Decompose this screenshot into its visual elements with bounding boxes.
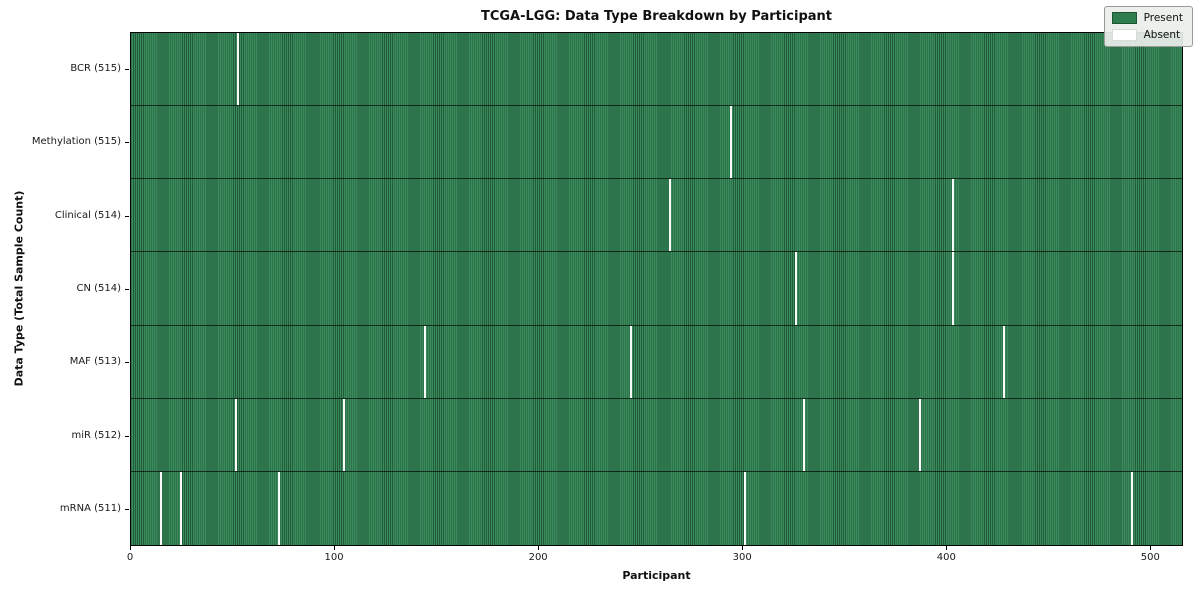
legend-present-label: Present <box>1143 12 1183 24</box>
legend-entry-absent: Absent <box>1111 29 1183 41</box>
heatmap-row-CN <box>131 252 1182 326</box>
absent-gap <box>919 398 922 471</box>
absent-gap <box>744 471 747 545</box>
heatmap-row-Methylation <box>131 106 1182 180</box>
heatmap-row-Clinical <box>131 179 1182 253</box>
absent-gap <box>951 252 954 325</box>
x-axis-label: Participant <box>622 569 691 582</box>
heatmap-row-mRNA <box>131 471 1182 545</box>
legend: Present Absent <box>1103 6 1193 47</box>
absent-gap <box>1131 471 1134 545</box>
absent-gap <box>795 252 798 325</box>
y-tick-mark <box>125 142 129 144</box>
absent-swatch-icon <box>1111 29 1137 41</box>
x-tick-label: 100 <box>324 552 344 563</box>
heatmap-row-MAF <box>131 325 1182 399</box>
y-tick-mark <box>125 68 129 70</box>
x-tick-mark <box>538 546 540 550</box>
absent-gap <box>277 471 280 545</box>
plot-area <box>130 32 1183 546</box>
x-tick-mark <box>742 546 744 550</box>
absent-gap <box>668 179 671 252</box>
x-tick-mark <box>1150 546 1152 550</box>
y-tick-label: Methylation (515) <box>31 136 121 148</box>
y-tick-label: mRNA (511) <box>59 503 121 515</box>
heatmap-row-miR <box>131 398 1182 472</box>
absent-gap <box>729 106 732 179</box>
absent-gap <box>424 325 427 398</box>
absent-gap <box>1002 325 1005 398</box>
absent-gap <box>630 325 633 398</box>
x-tick-label: 200 <box>528 552 548 563</box>
y-tick-label: Clinical (514) <box>54 209 121 221</box>
y-tick-mark <box>125 362 129 364</box>
y-tick-label: miR (512) <box>71 429 121 441</box>
y-tick-mark <box>125 435 129 437</box>
y-tick-label: CN (514) <box>76 283 121 294</box>
y-tick-mark <box>125 509 129 511</box>
y-tick-label: BCR (515) <box>70 62 121 74</box>
x-tick-mark <box>946 546 948 550</box>
present-swatch-icon <box>1111 12 1137 24</box>
x-tick-label: 500 <box>1140 552 1160 563</box>
y-tick-mark <box>125 215 129 217</box>
chart-title: TCGA-LGG: Data Type Breakdown by Partici… <box>480 9 833 24</box>
x-tick-mark <box>334 546 336 550</box>
legend-absent-label: Absent <box>1143 29 1181 41</box>
absent-gap <box>803 398 806 471</box>
absent-gap <box>179 471 182 545</box>
absent-gap <box>234 398 237 471</box>
legend-entry-present: Present <box>1111 12 1183 24</box>
x-tick-label: 0 <box>126 552 134 563</box>
heatmap-row-BCR <box>131 33 1182 107</box>
x-tick-label: 400 <box>936 552 956 563</box>
absent-gap <box>236 33 239 106</box>
absent-gap <box>951 179 954 252</box>
y-tick-mark <box>125 289 129 290</box>
x-tick-mark <box>130 546 131 550</box>
absent-gap <box>342 398 345 471</box>
x-tick-label: 300 <box>732 552 752 563</box>
y-tick-label: MAF (513) <box>69 356 121 368</box>
absent-gap <box>159 471 162 545</box>
